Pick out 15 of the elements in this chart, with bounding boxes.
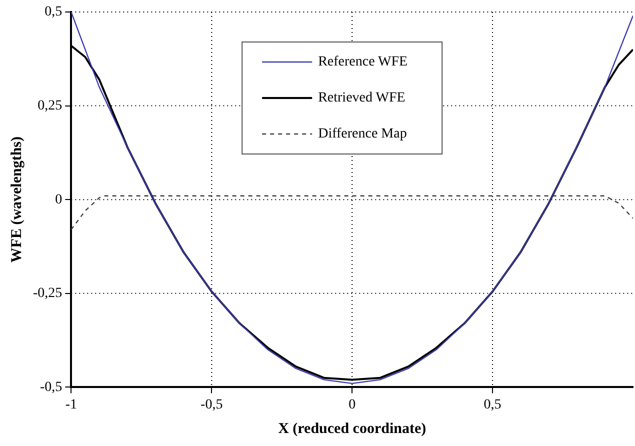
legend-label: Difference Map [318,126,407,142]
x-tick-label: -1 [65,397,77,412]
legend-label: Retrieved WFE [318,90,406,106]
y-axis-title: WFE (wavelengths) [8,136,25,263]
x-axis-title: X (reduced coordinate) [278,420,426,437]
x-tick-label: 0 [348,397,356,412]
y-tick-label: -0,5 [40,380,62,395]
line-series [71,195,633,230]
legend-label: Reference WFE [318,54,408,70]
y-tick-label: 0,25 [38,98,62,114]
x-tick-label: -0,5 [200,397,223,412]
y-tick-label: 0 [55,192,62,208]
y-tick-label: 0,5 [44,4,62,20]
x-tick-label: 0,5 [484,397,502,412]
y-tick-label: -0,25 [32,286,62,302]
